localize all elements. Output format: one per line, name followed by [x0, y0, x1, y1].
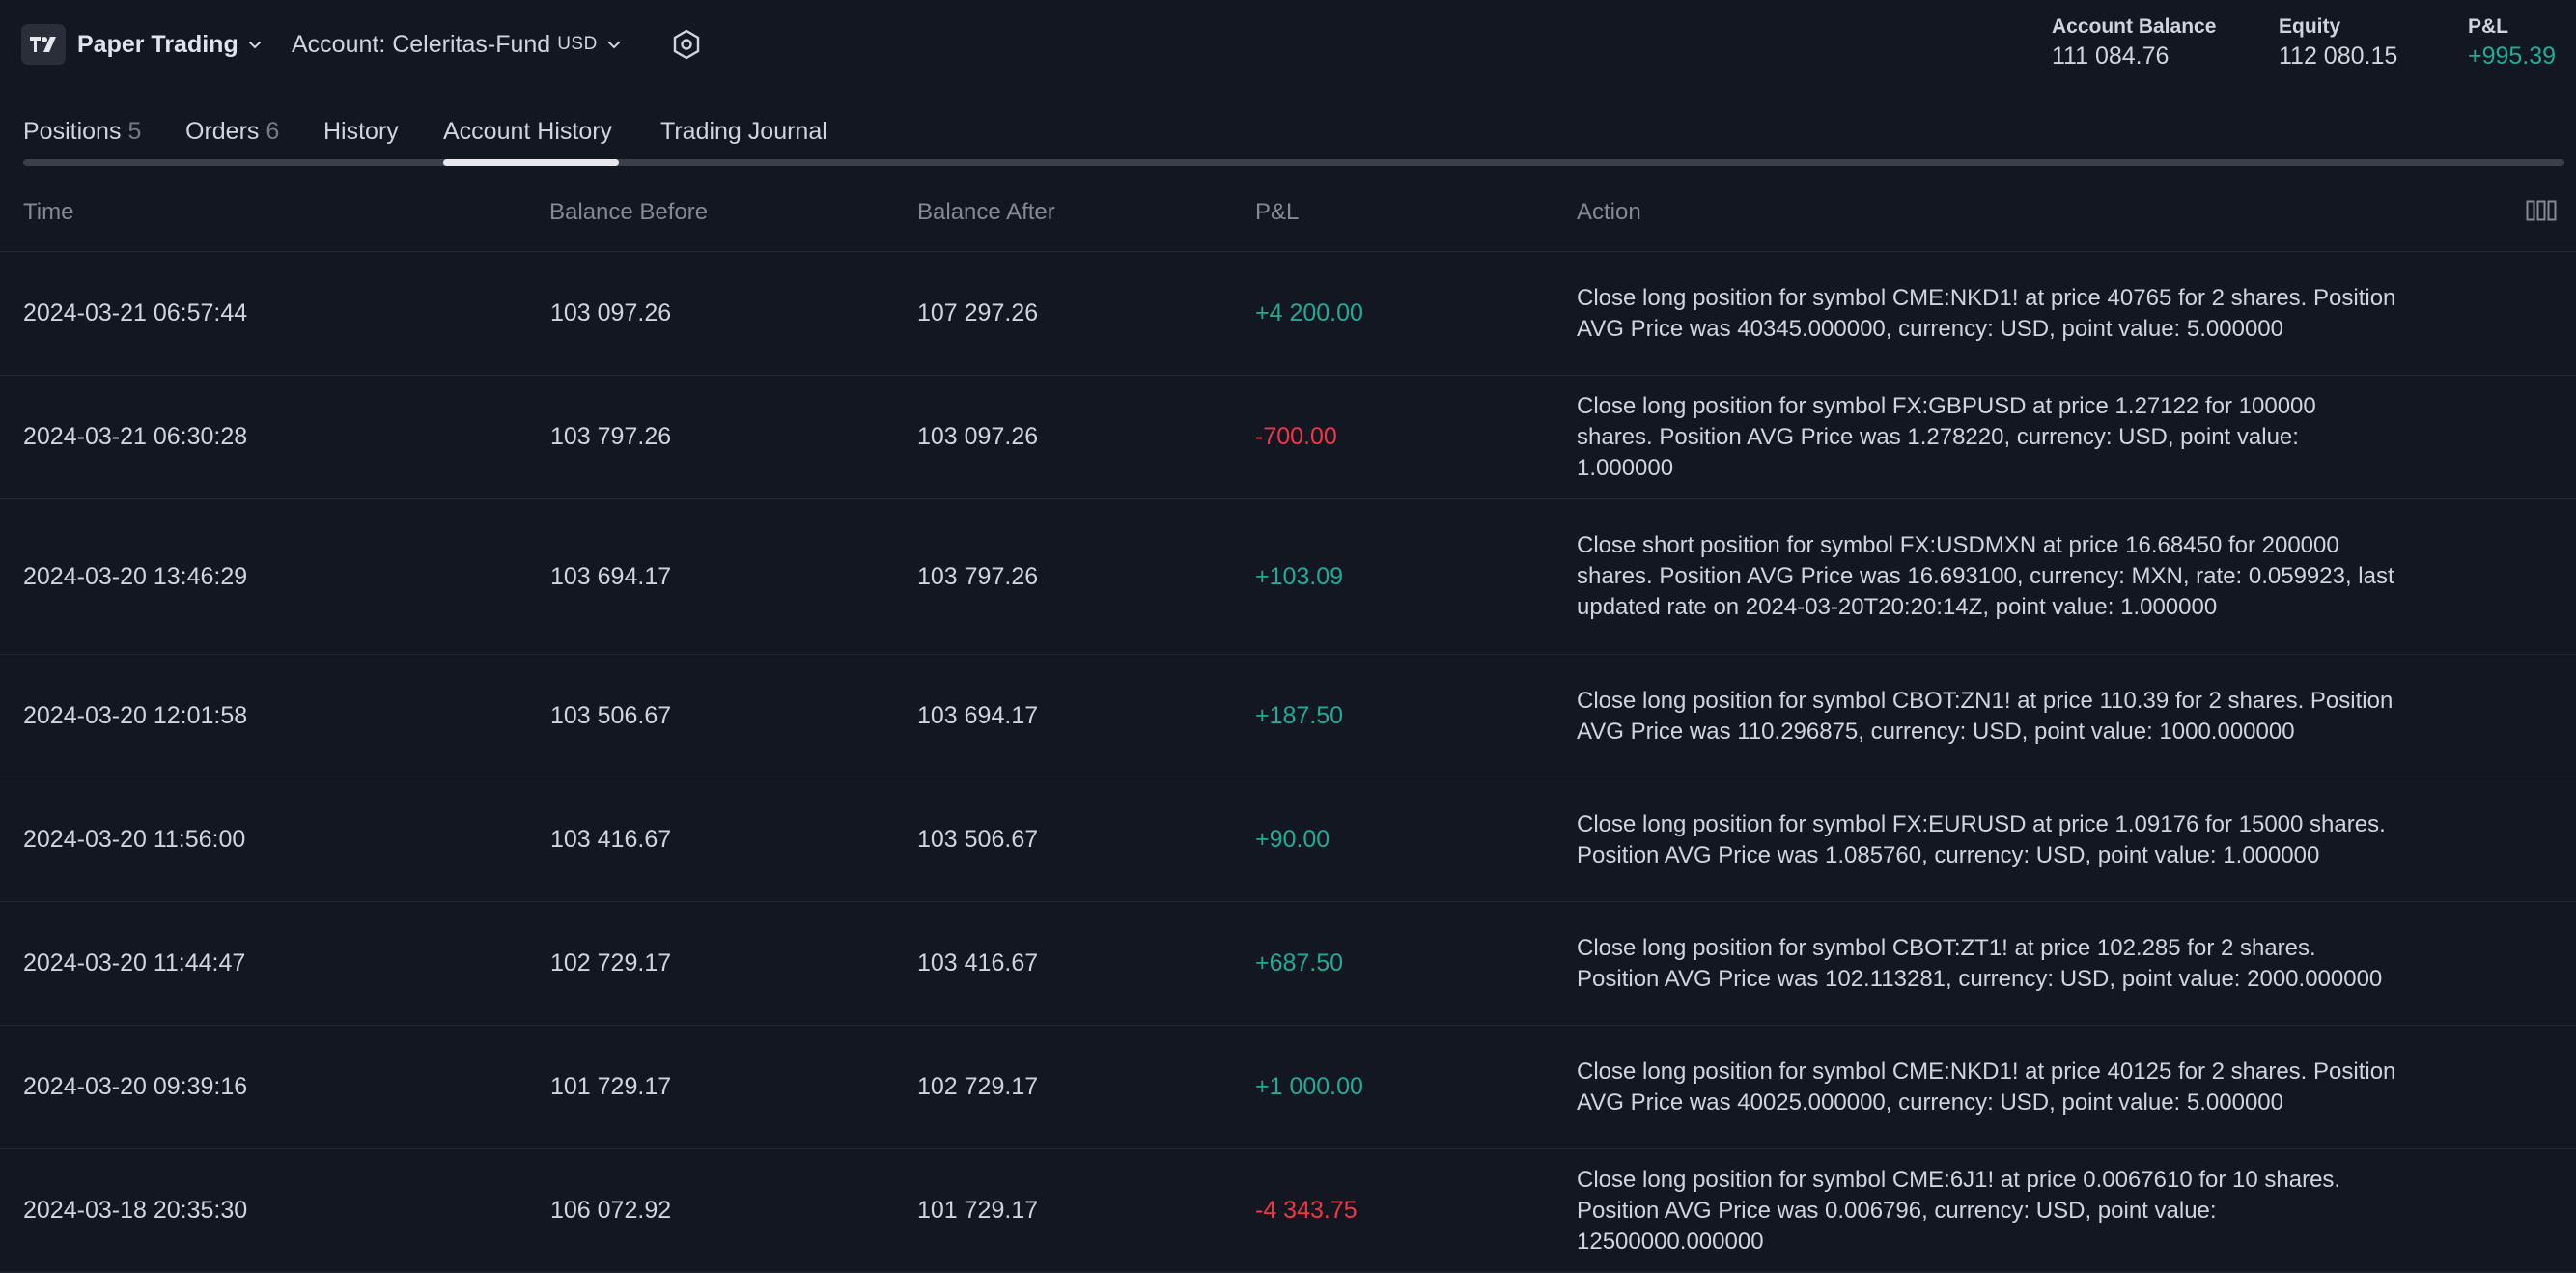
- column-header-balance-before[interactable]: Balance Before: [549, 199, 709, 225]
- tab-trading-journal-label: Trading Journal: [660, 118, 827, 145]
- pnl-cell: +187.50: [1255, 702, 1344, 729]
- table-header: Time Balance Before Balance After P&L Ac…: [0, 180, 2576, 252]
- balance-before-cell: 103 694.17: [550, 562, 672, 590]
- balance-after-cell: 103 416.67: [917, 949, 1039, 976]
- pnl-cell: +90.00: [1255, 826, 1330, 853]
- action-cell: Close short position for symbol FX:USDMX…: [1577, 499, 2397, 654]
- top-bar: Paper Trading Account: Celeritas-Fund US…: [0, 0, 2576, 93]
- equity-value: 112 080.15: [2279, 42, 2398, 70]
- action-text: Close long position for symbol CBOT:ZT1!…: [1577, 934, 2383, 992]
- time-cell: 2024-03-18 20:35:30: [23, 1197, 248, 1224]
- action-text: Close long position for symbol CBOT:ZN1!…: [1577, 687, 2394, 745]
- balance-before-cell: 102 729.17: [550, 949, 672, 976]
- time-cell: 2024-03-21 06:57:44: [23, 299, 248, 326]
- pnl-cell: +687.50: [1255, 949, 1344, 976]
- balance-before-cell: 103 506.67: [550, 702, 672, 729]
- column-header-pnl[interactable]: P&L: [1255, 199, 1300, 225]
- action-text: Close long position for symbol CME:NKD1!…: [1577, 284, 2396, 342]
- time-cell: 2024-03-20 12:01:58: [23, 702, 248, 729]
- action-cell: Close long position for symbol CME:NKD1!…: [1577, 1026, 2397, 1148]
- pnl-metric: P&L +995.39: [2468, 15, 2556, 71]
- balance-after-cell: 103 694.17: [917, 702, 1039, 729]
- settings-gear-icon[interactable]: [670, 28, 703, 61]
- tab-orders-label: Orders: [185, 118, 260, 145]
- table-row[interactable]: 2024-03-20 09:39:16 101 729.17 102 729.17 +…: [0, 1026, 2576, 1149]
- chevron-down-icon: [248, 41, 262, 49]
- time-cell: 2024-03-20 09:39:16: [23, 1073, 248, 1100]
- active-tab-indicator: [443, 159, 619, 166]
- pnl-cell: +4 200.00: [1255, 299, 1363, 326]
- tab-positions-label: Positions: [23, 118, 122, 145]
- pnl-value: +995.39: [2468, 42, 2557, 70]
- chevron-down-icon: [607, 41, 621, 49]
- balance-after-cell: 103 506.67: [917, 826, 1039, 853]
- balance-after-cell: 107 297.26: [917, 299, 1039, 326]
- tab-trading-journal[interactable]: Trading Journal: [660, 118, 827, 146]
- tab-account-history-label: Account History: [443, 118, 613, 145]
- time-cell: 2024-03-20 11:56:00: [23, 826, 246, 853]
- time-cell: 2024-03-20 11:44:47: [23, 949, 246, 976]
- action-cell: Close long position for symbol FX:EURUSD…: [1577, 778, 2397, 901]
- account-balance-label: Account Balance: [2052, 15, 2217, 38]
- action-text: Close long position for symbol FX:GBPUSD…: [1577, 392, 2316, 481]
- balance-after-cell: 101 729.17: [917, 1197, 1039, 1224]
- balance-before-cell: 103 097.26: [550, 299, 672, 326]
- tab-bar: Positions 5 Orders 6 History Account Histo…: [0, 108, 2576, 166]
- equity-metric: Equity 112 080.15: [2279, 15, 2397, 71]
- column-header-action[interactable]: Action: [1577, 199, 1641, 225]
- account-balance-metric: Account Balance 111 084.76: [2052, 15, 2216, 71]
- table-row[interactable]: 2024-03-21 06:57:44 103 097.26 107 297.26 +…: [0, 252, 2576, 376]
- balance-after-cell: 102 729.17: [917, 1073, 1039, 1100]
- action-cell: Close long position for symbol CME:NKD1!…: [1577, 252, 2397, 375]
- tab-orders[interactable]: Orders 6: [185, 118, 279, 146]
- pnl-cell: +1 000.00: [1255, 1073, 1363, 1100]
- table-row[interactable]: 2024-03-20 11:56:00 103 416.67 103 506.67 +…: [0, 778, 2576, 902]
- action-cell: Close long position for symbol CBOT:ZT1!…: [1577, 902, 2397, 1025]
- pnl-cell: -700.00: [1255, 423, 1337, 450]
- table-row[interactable]: 2024-03-21 06:30:28 103 797.26 103 097.26 -…: [0, 376, 2576, 499]
- action-text: Close long position for symbol CME:6J1! …: [1577, 1166, 2341, 1255]
- tab-orders-count: 6: [266, 118, 280, 145]
- action-cell: Close long position for symbol CBOT:ZN1!…: [1577, 655, 2397, 778]
- action-text: Close long position for symbol FX:EURUSD…: [1577, 810, 2386, 868]
- table-row[interactable]: 2024-03-20 11:44:47 102 729.17 103 416.67 +…: [0, 902, 2576, 1026]
- tab-positions-count: 5: [127, 118, 142, 145]
- action-text: Close short position for symbol FX:USDMX…: [1577, 532, 2394, 620]
- column-header-balance-after[interactable]: Balance After: [917, 199, 1055, 225]
- pnl-label: P&L: [2468, 15, 2508, 38]
- table-row[interactable]: 2024-03-20 12:01:58 103 506.67 103 694.17 +…: [0, 655, 2576, 778]
- account-currency: USD: [557, 34, 598, 54]
- action-text: Close long position for symbol CME:NKD1!…: [1577, 1058, 2396, 1116]
- tab-positions[interactable]: Positions 5: [23, 118, 141, 146]
- account-balance-value: 111 084.76: [2052, 42, 2170, 70]
- account-label: Account: Celeritas-Fund: [292, 30, 551, 58]
- tab-history[interactable]: History: [323, 118, 399, 146]
- balance-before-cell: 101 729.17: [550, 1073, 672, 1100]
- equity-label: Equity: [2279, 15, 2341, 38]
- column-settings-icon[interactable]: [2526, 200, 2557, 221]
- balance-after-cell: 103 097.26: [917, 423, 1039, 450]
- action-cell: Close long position for symbol FX:GBPUSD…: [1577, 376, 2397, 498]
- balance-before-cell: 103 416.67: [550, 826, 672, 853]
- brand-label: Paper Trading: [77, 30, 238, 58]
- tab-account-history[interactable]: Account History: [443, 118, 612, 146]
- table-row[interactable]: 2024-03-18 20:35:30 106 072.92 101 729.17 -…: [0, 1149, 2576, 1273]
- balance-before-cell: 106 072.92: [550, 1197, 672, 1224]
- pnl-cell: +103.09: [1255, 562, 1344, 590]
- tab-scroll-track[interactable]: [23, 159, 2564, 166]
- column-header-time[interactable]: Time: [23, 199, 74, 225]
- action-cell: Close long position for symbol CME:6J1! …: [1577, 1149, 2397, 1272]
- pnl-cell: -4 343.75: [1255, 1197, 1358, 1224]
- table-row[interactable]: 2024-03-20 13:46:29 103 694.17 103 797.26 +…: [0, 499, 2576, 655]
- account-history-table-body: 2024-03-21 06:57:44 103 097.26 107 297.26 +…: [0, 252, 2576, 1273]
- balance-before-cell: 103 797.26: [550, 423, 672, 450]
- time-cell: 2024-03-20 13:46:29: [23, 562, 248, 590]
- tab-history-label: History: [323, 118, 399, 145]
- tradingview-logo-icon[interactable]: [21, 24, 66, 65]
- balance-after-cell: 103 797.26: [917, 562, 1039, 590]
- paper-trading-menu-button[interactable]: Paper Trading: [77, 27, 262, 62]
- account-selector-button[interactable]: Account: Celeritas-Fund USD: [292, 27, 621, 62]
- time-cell: 2024-03-21 06:30:28: [23, 423, 248, 450]
